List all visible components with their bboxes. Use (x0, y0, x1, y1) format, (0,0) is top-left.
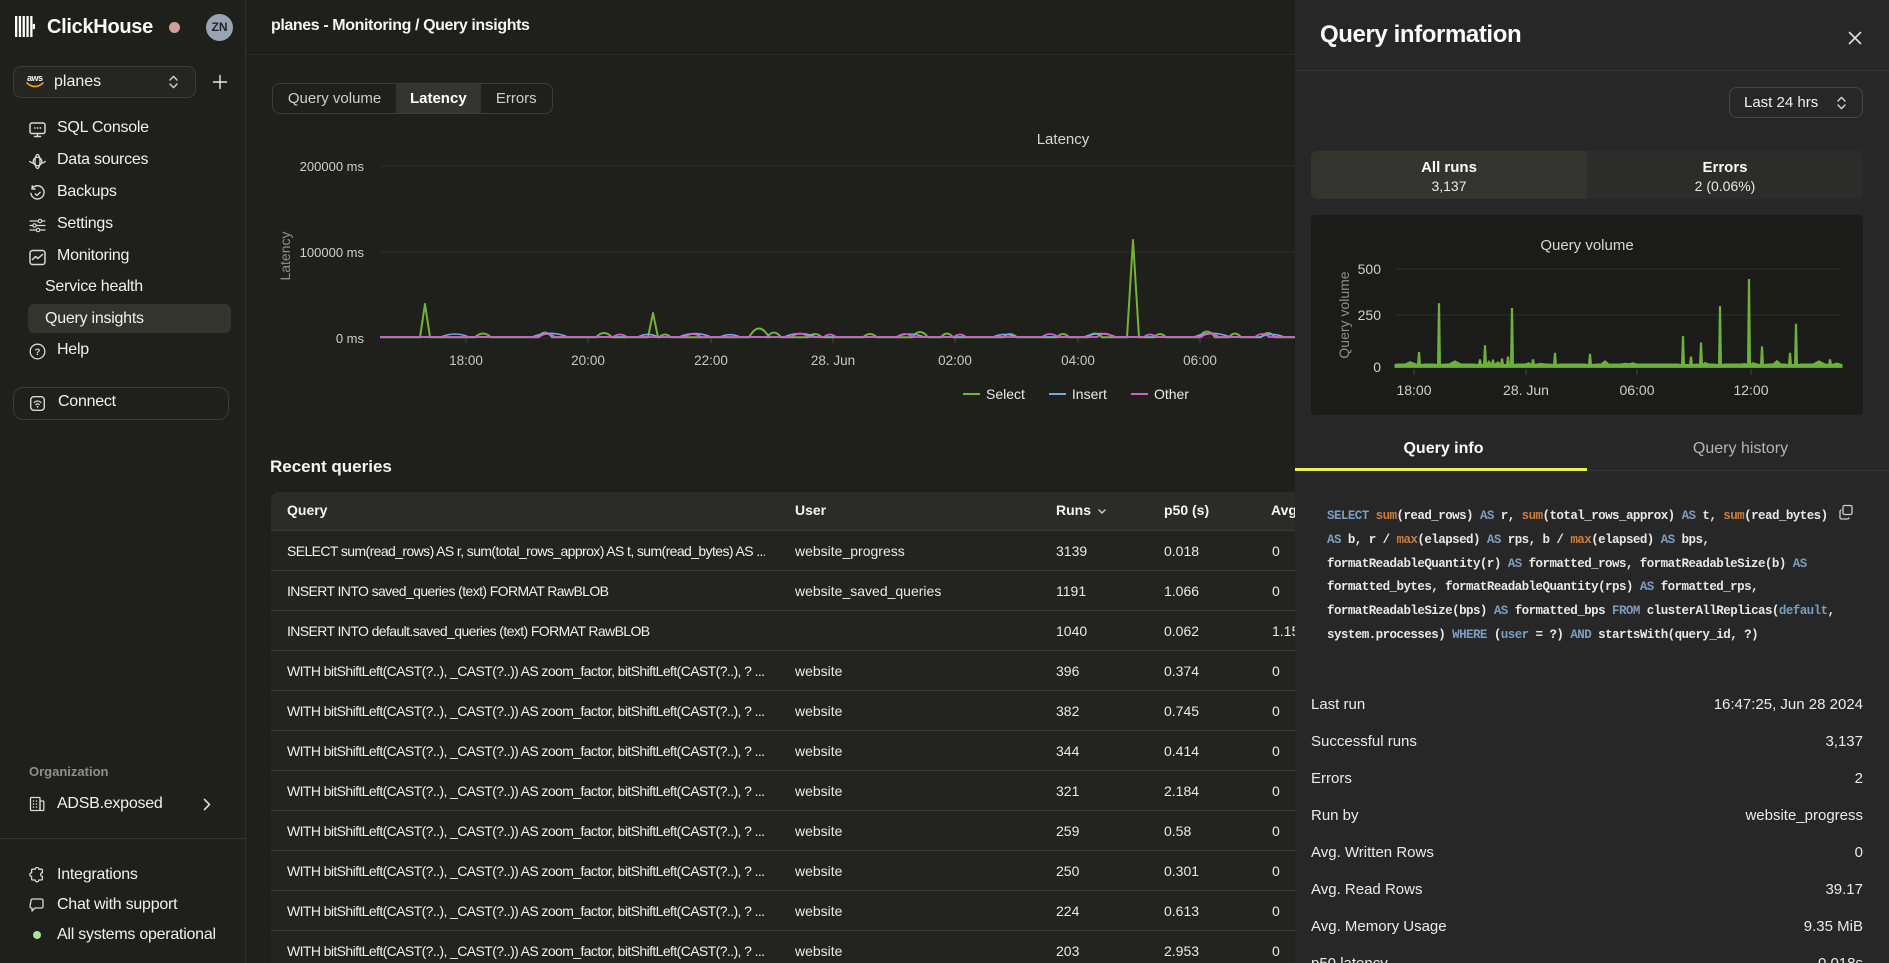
svg-text:04:00: 04:00 (1061, 353, 1095, 368)
svg-text:Query volume: Query volume (1336, 271, 1352, 358)
svg-text:200000 ms: 200000 ms (300, 159, 365, 174)
svg-text:20:00: 20:00 (571, 353, 605, 368)
svg-text:0 ms: 0 ms (336, 331, 365, 346)
svg-text:Query volume: Query volume (1540, 237, 1633, 254)
svg-text:06:00: 06:00 (1619, 382, 1654, 398)
svg-text:250: 250 (1358, 307, 1382, 323)
svg-text:18:00: 18:00 (449, 353, 483, 368)
svg-text:?: ? (35, 347, 41, 358)
svg-text:28. Jun: 28. Jun (1503, 382, 1549, 398)
svg-text:18:00: 18:00 (1396, 382, 1431, 398)
svg-text:0: 0 (1373, 359, 1381, 375)
svg-text:Latency: Latency (277, 231, 293, 280)
svg-text:02:00: 02:00 (938, 353, 972, 368)
svg-text:28. Jun: 28. Jun (811, 353, 855, 368)
svg-text:500: 500 (1358, 261, 1382, 277)
svg-text:12:00: 12:00 (1733, 382, 1768, 398)
svg-text:06:00: 06:00 (1183, 353, 1217, 368)
svg-text:100000 ms: 100000 ms (300, 245, 365, 260)
svg-text:22:00: 22:00 (694, 353, 728, 368)
